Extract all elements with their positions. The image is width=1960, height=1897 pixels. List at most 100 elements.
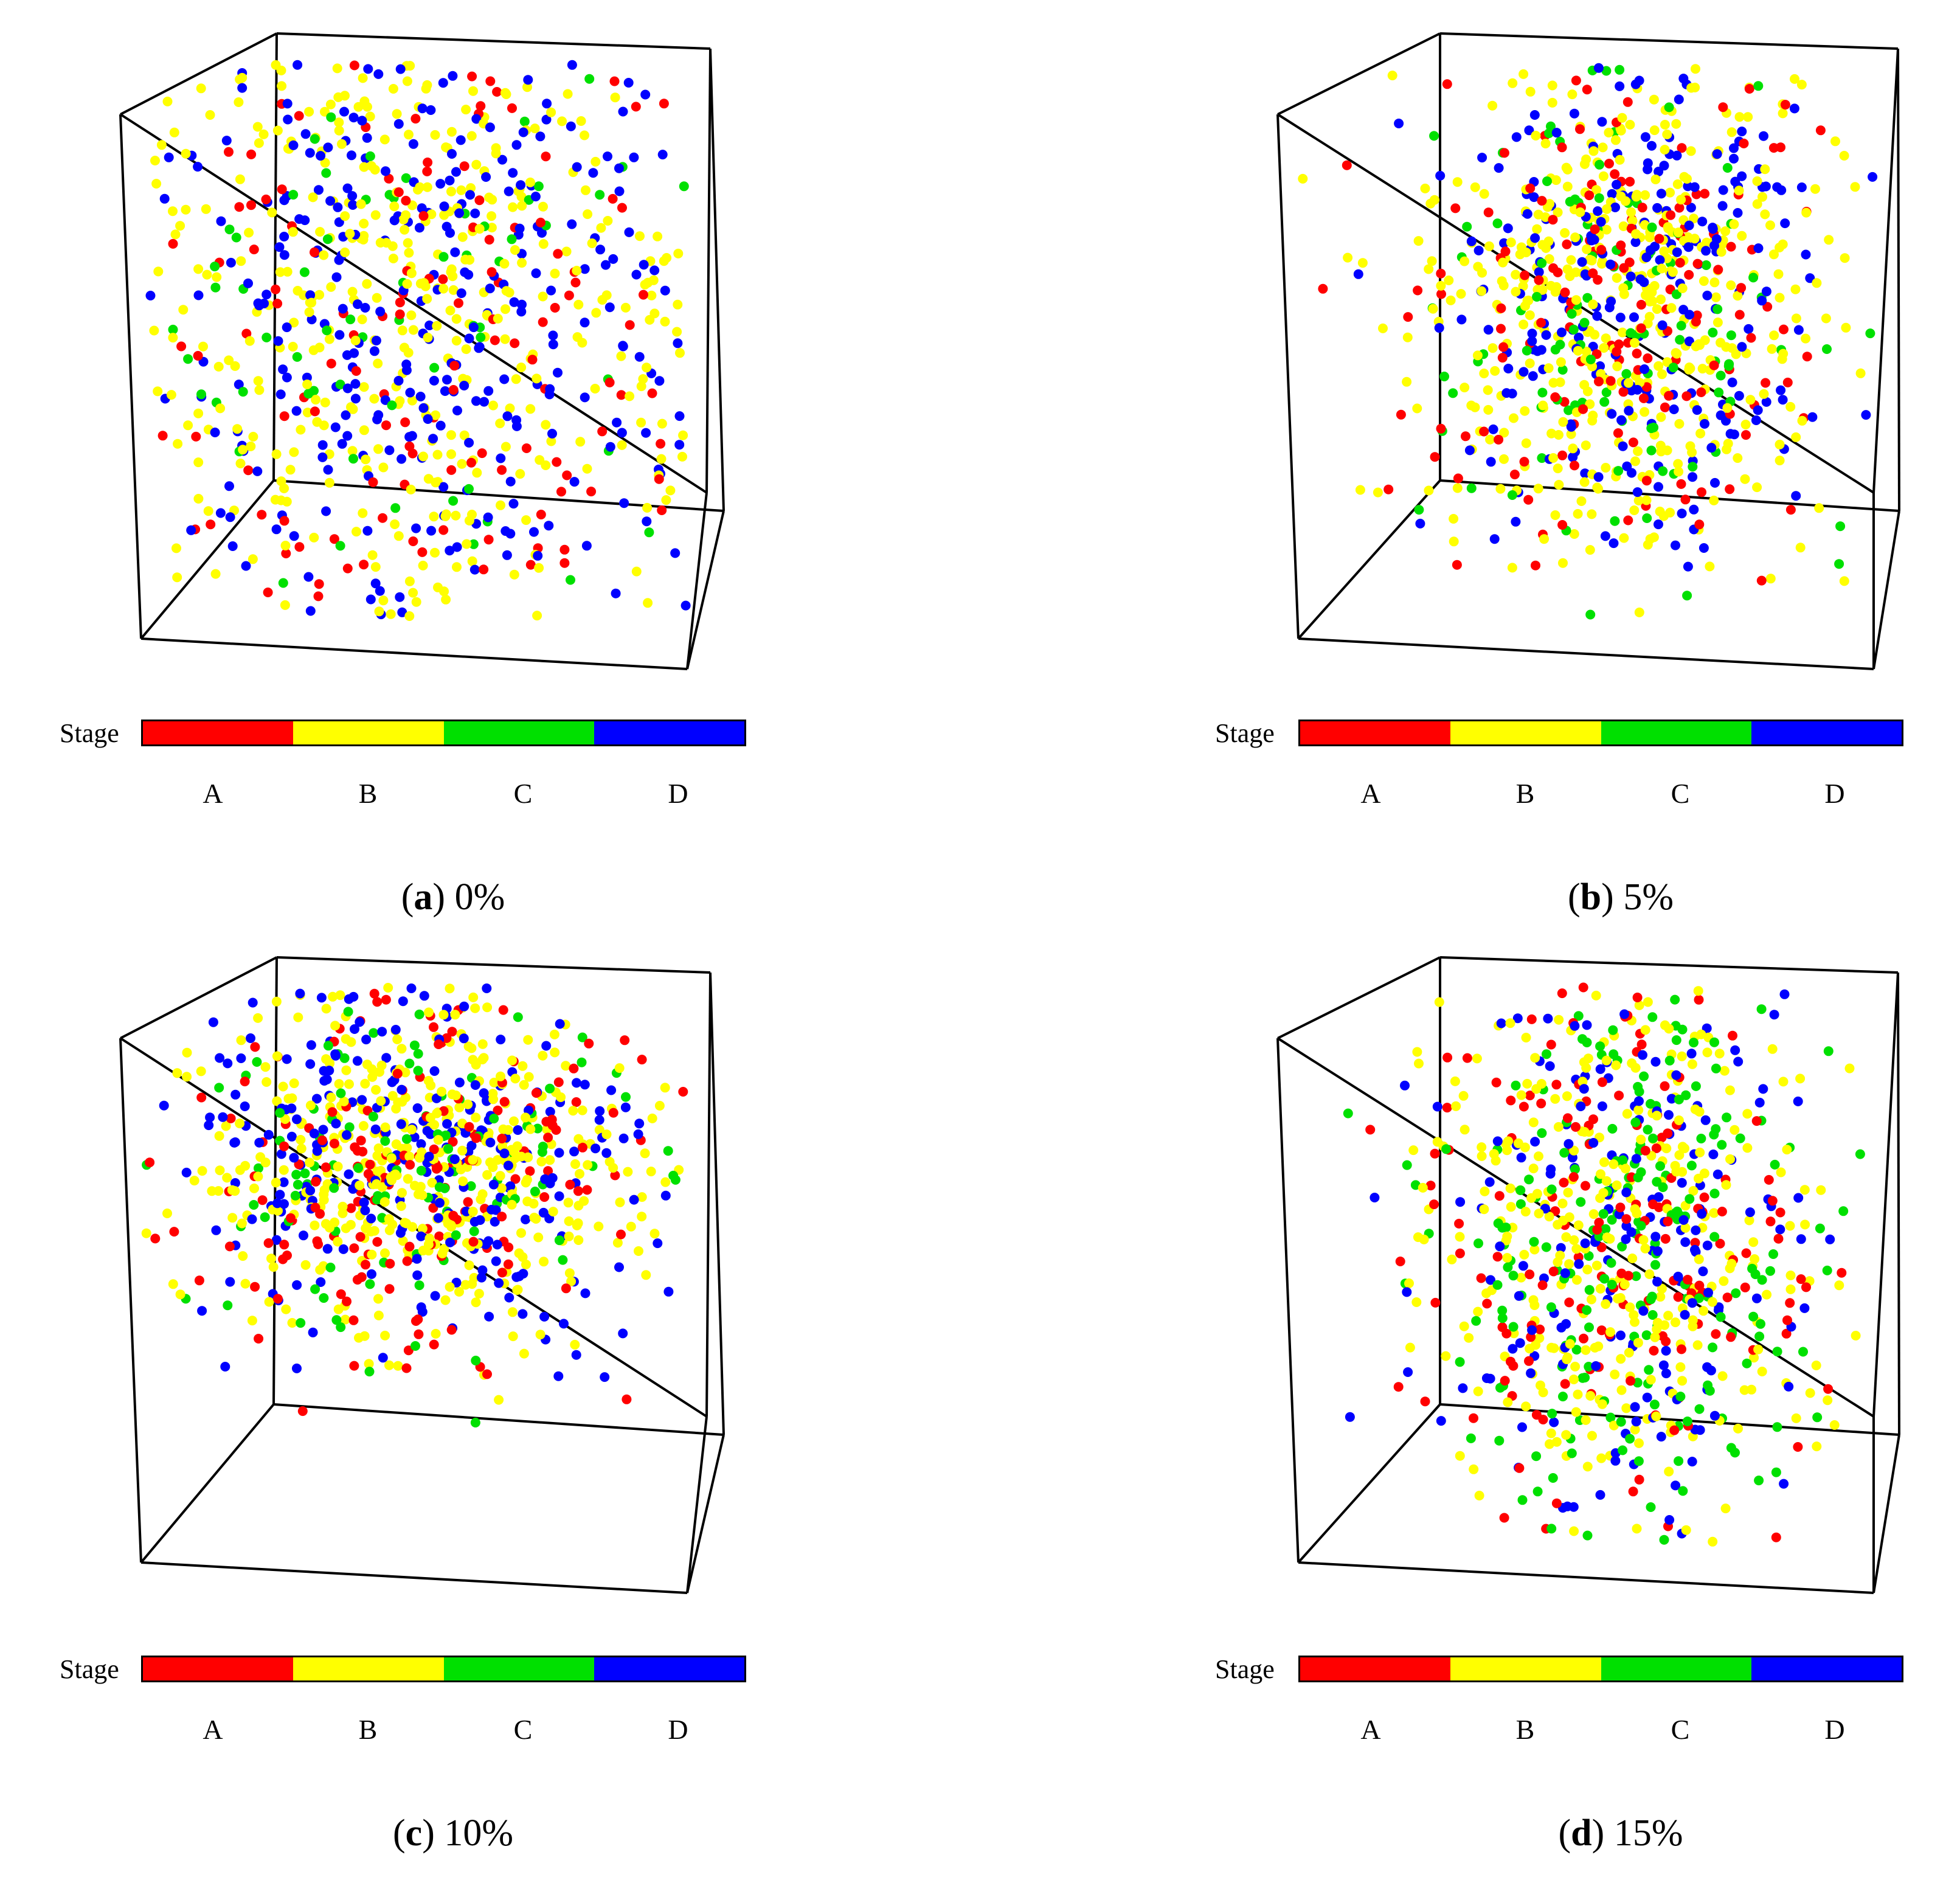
data-point-stage-a — [356, 1136, 366, 1146]
data-point-stage-b — [451, 1091, 461, 1100]
data-point-stage-a — [417, 547, 428, 557]
data-point-stage-d — [1501, 388, 1512, 398]
data-point-stage-c — [1429, 131, 1439, 141]
data-point-stage-c — [1511, 1080, 1521, 1091]
data-point-stage-c — [292, 352, 302, 362]
cube-edge — [276, 32, 711, 50]
data-point-stage-d — [1664, 1110, 1674, 1120]
data-point-stage-d — [300, 129, 311, 139]
data-point-stage-b — [202, 269, 212, 280]
data-point-stage-a — [1713, 265, 1723, 275]
scatter-3d-plot — [119, 956, 725, 1594]
data-point-stage-b — [1726, 1258, 1737, 1269]
data-point-stage-b — [423, 474, 434, 484]
data-point-stage-a — [1455, 1248, 1465, 1258]
data-point-stage-a — [550, 303, 560, 313]
data-point-stage-d — [554, 1148, 564, 1158]
data-point-stage-b — [1565, 1339, 1575, 1349]
data-point-stage-b — [1547, 97, 1557, 108]
data-point-stage-d — [220, 1362, 230, 1372]
data-point-stage-b — [493, 1155, 503, 1165]
data-point-stage-d — [1677, 1177, 1687, 1188]
data-point-stage-b — [1655, 507, 1665, 516]
data-point-stage-a — [1442, 79, 1452, 89]
data-point-stage-c — [1815, 1223, 1825, 1233]
data-point-stage-a — [1491, 1077, 1501, 1087]
data-point-stage-b — [1576, 496, 1587, 506]
data-point-stage-d — [623, 78, 634, 88]
data-point-stage-a — [402, 1256, 412, 1266]
data-point-stage-b — [253, 1013, 263, 1023]
data-point-stage-a — [446, 1325, 457, 1335]
data-point-stage-d — [1699, 543, 1709, 553]
data-point-stage-c — [214, 1083, 224, 1093]
data-point-stage-d — [1616, 415, 1627, 425]
data-point-stage-b — [522, 1174, 532, 1185]
data-point-stage-a — [1768, 143, 1779, 153]
data-point-stage-c — [1671, 289, 1681, 299]
data-point-stage-c — [1584, 1362, 1594, 1372]
data-point-stage-a — [556, 487, 566, 497]
data-point-stage-b — [1757, 1367, 1767, 1376]
data-point-stage-b — [168, 206, 178, 217]
data-point-stage-d — [416, 1231, 426, 1241]
data-point-stage-b — [491, 148, 501, 159]
data-point-stage-a — [1641, 382, 1652, 392]
data-point-stage-b — [471, 1059, 481, 1070]
data-point-stage-b — [402, 279, 412, 289]
data-point-stage-b — [222, 1173, 232, 1183]
data-point-stage-d — [1503, 364, 1514, 373]
data-point-stage-d — [1751, 415, 1761, 425]
data-point-stage-d — [1593, 206, 1603, 217]
data-point-stage-c — [1508, 1271, 1518, 1281]
data-point-stage-d — [1577, 257, 1587, 267]
data-point-stage-d — [452, 542, 462, 552]
data-point-stage-d — [500, 526, 511, 536]
colorbar-seg-b — [1450, 1657, 1601, 1680]
data-point-stage-b — [1691, 341, 1701, 352]
cube-edge — [1276, 1038, 1300, 1563]
data-point-stage-d — [318, 1125, 328, 1135]
data-point-stage-b — [1702, 1047, 1712, 1058]
data-point-stage-b — [248, 432, 258, 442]
data-point-stage-d — [629, 1195, 639, 1205]
data-point-stage-b — [1550, 1094, 1560, 1104]
data-point-stage-b — [1631, 229, 1641, 239]
data-point-stage-b — [400, 1067, 410, 1078]
data-point-stage-d — [1345, 1412, 1355, 1422]
data-point-stage-d — [479, 397, 489, 407]
colorbar-title: Stage — [60, 718, 119, 748]
colorbar-seg-a — [1300, 721, 1451, 744]
data-point-stage-b — [175, 1289, 185, 1300]
data-point-stage-c — [290, 1190, 300, 1201]
data-point-stage-d — [1708, 223, 1718, 233]
data-point-stage-c — [1455, 1357, 1465, 1367]
data-point-stage-b — [496, 1183, 507, 1193]
data-point-stage-b — [1547, 80, 1557, 91]
data-point-stage-a — [257, 510, 267, 520]
data-point-stage-d — [227, 541, 238, 551]
data-point-stage-b — [333, 1236, 343, 1247]
data-point-stage-d — [1458, 1383, 1468, 1393]
data-point-stage-b — [1800, 1219, 1810, 1230]
colorbar-title: Stage — [60, 1654, 119, 1684]
data-point-stage-d — [1485, 1373, 1495, 1384]
data-point-stage-b — [1460, 1125, 1470, 1135]
data-point-stage-b — [248, 554, 258, 564]
data-point-stage-b — [1573, 508, 1583, 519]
data-point-stage-d — [1517, 1422, 1527, 1432]
data-point-stage-b — [1477, 1151, 1487, 1161]
data-point-stage-b — [1816, 1185, 1826, 1195]
data-point-stage-a — [1604, 159, 1614, 168]
data-point-stage-b — [1671, 119, 1681, 129]
data-point-stage-b — [380, 1248, 390, 1258]
data-point-stage-d — [1661, 1368, 1671, 1379]
data-point-stage-d — [1607, 409, 1617, 419]
data-point-stage-b — [338, 1208, 348, 1218]
data-point-stage-c — [288, 190, 299, 200]
data-point-stage-a — [1628, 1486, 1638, 1497]
cube-edge — [1872, 48, 1899, 493]
data-point-stage-b — [247, 1316, 257, 1326]
data-point-stage-b — [482, 1002, 493, 1013]
data-point-stage-d — [223, 1058, 233, 1069]
